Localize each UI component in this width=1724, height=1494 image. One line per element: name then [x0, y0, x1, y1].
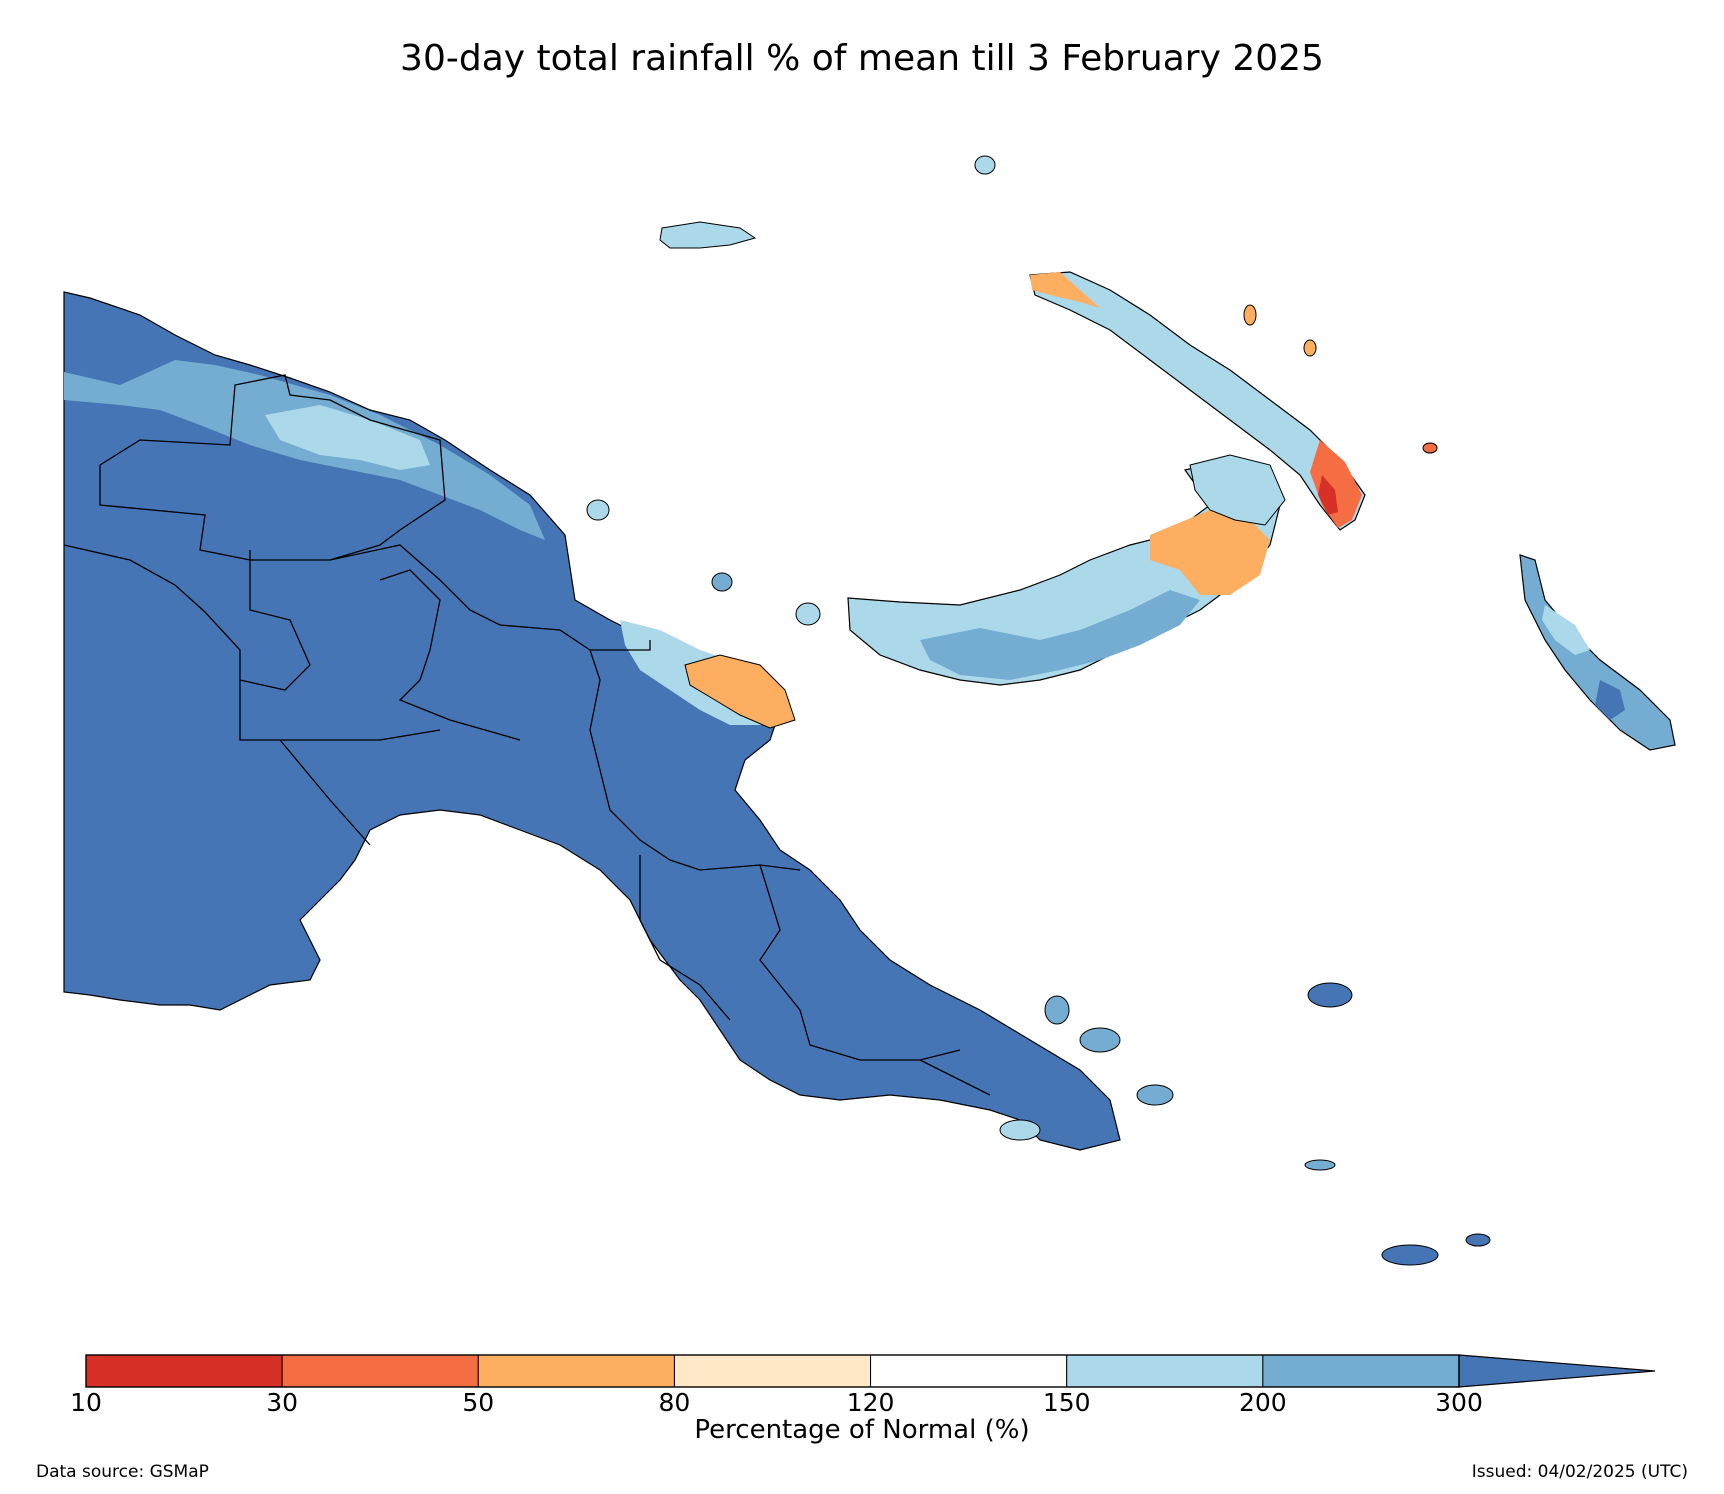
new-ireland-south-core: [1318, 475, 1338, 515]
colorbar-bin-0: [85, 1354, 283, 1388]
colorbar-tick-label: 80: [658, 1388, 691, 1417]
colorbar-tick-label: 10: [70, 1388, 102, 1417]
gazelle-peninsula: [1189, 454, 1286, 526]
colorbar-tick-label: 200: [1238, 1388, 1287, 1417]
new-ireland-south: [1310, 440, 1362, 528]
map-title: 30-day total rainfall % of mean till 3 F…: [400, 38, 1324, 79]
colorbar-bin-6: [1262, 1354, 1460, 1388]
colorbar-bin-3: [673, 1354, 872, 1388]
colorbar-extend-arrow: [1458, 1354, 1656, 1388]
colorbar-frame: [85, 1354, 1460, 1388]
new-britain-mid: [920, 590, 1200, 680]
bougainville: [1519, 554, 1676, 751]
north-coast-band: [64, 360, 545, 540]
issued-date: Issued: 04/02/2025 (UTC): [1471, 1462, 1688, 1482]
colorbar-tick-label: 150: [1042, 1388, 1091, 1417]
colorbar-bin-5: [1066, 1354, 1264, 1388]
colorbar-bin-2: [477, 1354, 675, 1388]
colorbar-tick-label: 120: [846, 1388, 895, 1417]
bougainville-north: [1542, 605, 1590, 655]
colorbar-label: Percentage of Normal (%): [694, 1415, 1030, 1445]
new-britain: [847, 459, 1281, 686]
small-islands: [586, 155, 1491, 1266]
new-ireland-north: [1030, 272, 1100, 308]
new-britain-east: [1150, 510, 1270, 595]
north-coast-band-light: [265, 405, 430, 470]
province-boundaries: [63, 374, 991, 1096]
manus-island: [659, 221, 757, 249]
colorbar-tick-label: 300: [1435, 1388, 1483, 1417]
colorbar-bin-4: [870, 1354, 1068, 1388]
madang-peninsula: [684, 654, 796, 729]
bougainville-core: [1595, 680, 1625, 720]
colorbar-bin-1: [281, 1354, 479, 1388]
data-source: Data source: GSMaP: [36, 1462, 209, 1482]
colorbar-tick-label: 30: [266, 1388, 299, 1417]
colorbar-tick-label: 50: [462, 1388, 495, 1417]
